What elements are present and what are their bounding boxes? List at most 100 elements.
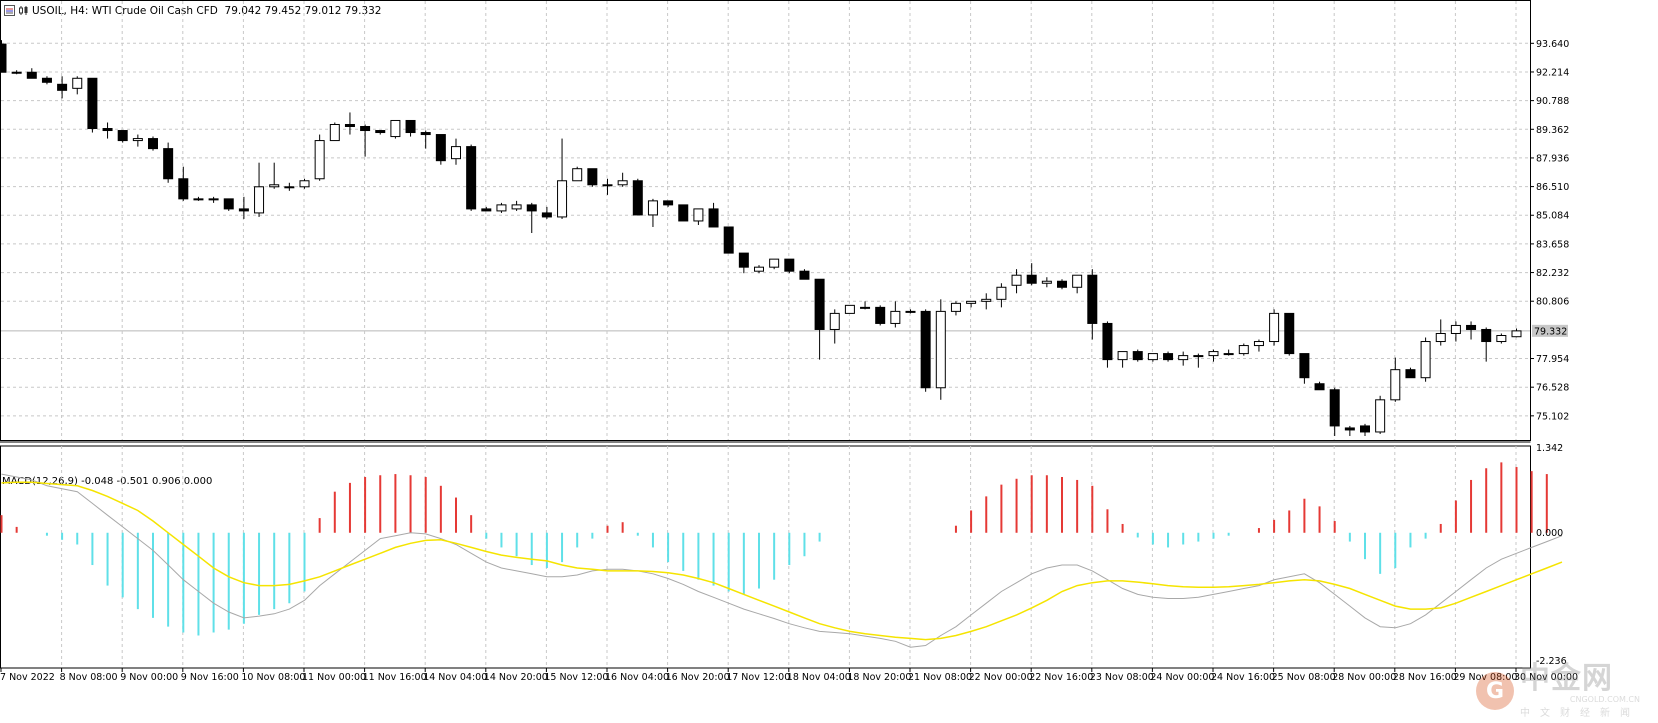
candle-body	[1450, 324, 1461, 334]
candle-body	[1299, 353, 1310, 379]
candle-body	[1011, 274, 1022, 286]
candle-body	[299, 180, 310, 188]
candle-body	[1041, 280, 1052, 284]
time-axis-label: 10 Nov 08:00	[241, 672, 305, 683]
candle-body	[57, 83, 68, 91]
candle-body	[511, 204, 522, 210]
candle-body	[1102, 322, 1113, 361]
price-axis-label: 89.362	[1536, 125, 1569, 136]
candle-body	[1329, 389, 1340, 427]
time-axis-label: 25 Nov 08:00	[1272, 672, 1336, 683]
candle-body	[1496, 335, 1507, 343]
candle-body	[526, 204, 537, 212]
price-axis-label: 92.214	[1536, 67, 1569, 78]
candle-body	[1208, 351, 1219, 357]
price-axis-label: 77.954	[1536, 354, 1569, 365]
time-axis-label: 24 Nov 00:00	[1150, 672, 1214, 683]
price-axis-label: 90.788	[1536, 96, 1569, 107]
candle-body	[41, 77, 52, 83]
current-price-tag	[1532, 324, 1568, 337]
candle-body	[193, 198, 204, 201]
candle-body	[693, 208, 704, 222]
candle-body	[132, 138, 143, 142]
candle-body	[496, 204, 507, 212]
time-axis-label: 17 Nov 12:00	[726, 672, 790, 683]
candle-body	[72, 77, 83, 89]
candle-body	[1511, 330, 1522, 338]
candle-body	[420, 132, 431, 136]
candle-body	[966, 300, 977, 304]
candle-body	[1178, 355, 1189, 361]
candle-body	[390, 119, 401, 138]
candle-body	[1284, 312, 1295, 355]
candle-body	[11, 71, 22, 74]
candle-body	[163, 148, 174, 180]
candle-body	[905, 310, 916, 313]
candle-body	[572, 168, 583, 182]
candle-body	[254, 186, 265, 214]
price-axis-label: 76.528	[1536, 383, 1569, 394]
candle-body	[708, 208, 719, 228]
candle-body	[117, 130, 128, 142]
candle-body	[1072, 274, 1083, 288]
candle-body	[1466, 324, 1477, 330]
time-axis-label: 28 Nov 00:00	[1332, 672, 1396, 683]
symbol-description: WTI Crude Oil Cash CFD	[91, 4, 218, 17]
candle-body	[1435, 332, 1446, 343]
cngold-logo-icon: G	[1476, 672, 1514, 710]
candle-body	[663, 200, 674, 206]
candle-body	[632, 180, 643, 216]
candle-body	[284, 186, 295, 189]
candle-body	[602, 184, 613, 187]
candle-body	[844, 304, 855, 314]
time-axis-label: 18 Nov 20:00	[847, 672, 911, 683]
candle-body	[1269, 312, 1280, 343]
candle-body	[360, 126, 371, 132]
candle-body	[269, 184, 280, 188]
candle-body	[1420, 341, 1431, 379]
candle-body	[375, 130, 386, 134]
macd-axis-label: -2.236	[1536, 656, 1567, 667]
candle-body	[1087, 274, 1098, 324]
current-price-label: 79.332	[1534, 326, 1567, 337]
candle-body	[829, 312, 840, 330]
candle-body	[1193, 355, 1204, 358]
symbol-label: USOIL, H4:	[32, 4, 89, 17]
ohlc-values: 79.042 79.452 79.012 79.332	[224, 4, 382, 17]
watermark-tagline: 中文财经新闻	[1520, 708, 1640, 719]
candle-body	[435, 134, 446, 162]
price-axis-label: 85.084	[1536, 211, 1569, 222]
price-axis-label: 83.658	[1536, 239, 1569, 250]
candle-body	[541, 212, 552, 218]
candle-body	[890, 310, 901, 324]
candle-body	[1132, 351, 1143, 361]
candle-body	[557, 180, 568, 218]
time-axis-label: 16 Nov 04:00	[605, 672, 669, 683]
candle-body	[617, 180, 628, 186]
macd-line	[1, 473, 1563, 648]
macd-axis-label: 1.342	[1536, 443, 1563, 454]
candle-body	[1223, 353, 1234, 356]
candle-body	[678, 204, 689, 222]
time-axis-label: 11 Nov 16:00	[363, 672, 427, 683]
candle-body	[981, 298, 992, 302]
time-axis-label: 18 Nov 04:00	[787, 672, 851, 683]
time-axis-label: 7 Nov 2022	[0, 672, 55, 683]
candle-body	[451, 146, 461, 160]
candle-body	[148, 138, 158, 150]
time-axis-label: 23 Nov 08:00	[1090, 672, 1154, 683]
candle-body	[87, 77, 98, 130]
candle-body	[26, 71, 37, 79]
macd-frame	[0, 445, 1531, 669]
candle-body	[647, 200, 658, 216]
main-frame	[0, 0, 1531, 441]
candle-body	[723, 226, 734, 254]
chart-grid	[0, 0, 1531, 669]
time-axis-label: 22 Nov 00:00	[969, 672, 1033, 683]
candle-body	[1057, 280, 1067, 288]
candle-body	[1344, 427, 1355, 431]
price-axis-label: 82.232	[1536, 268, 1569, 279]
time-axis-label: 11 Nov 00:00	[302, 672, 366, 683]
candle-body	[950, 302, 961, 312]
